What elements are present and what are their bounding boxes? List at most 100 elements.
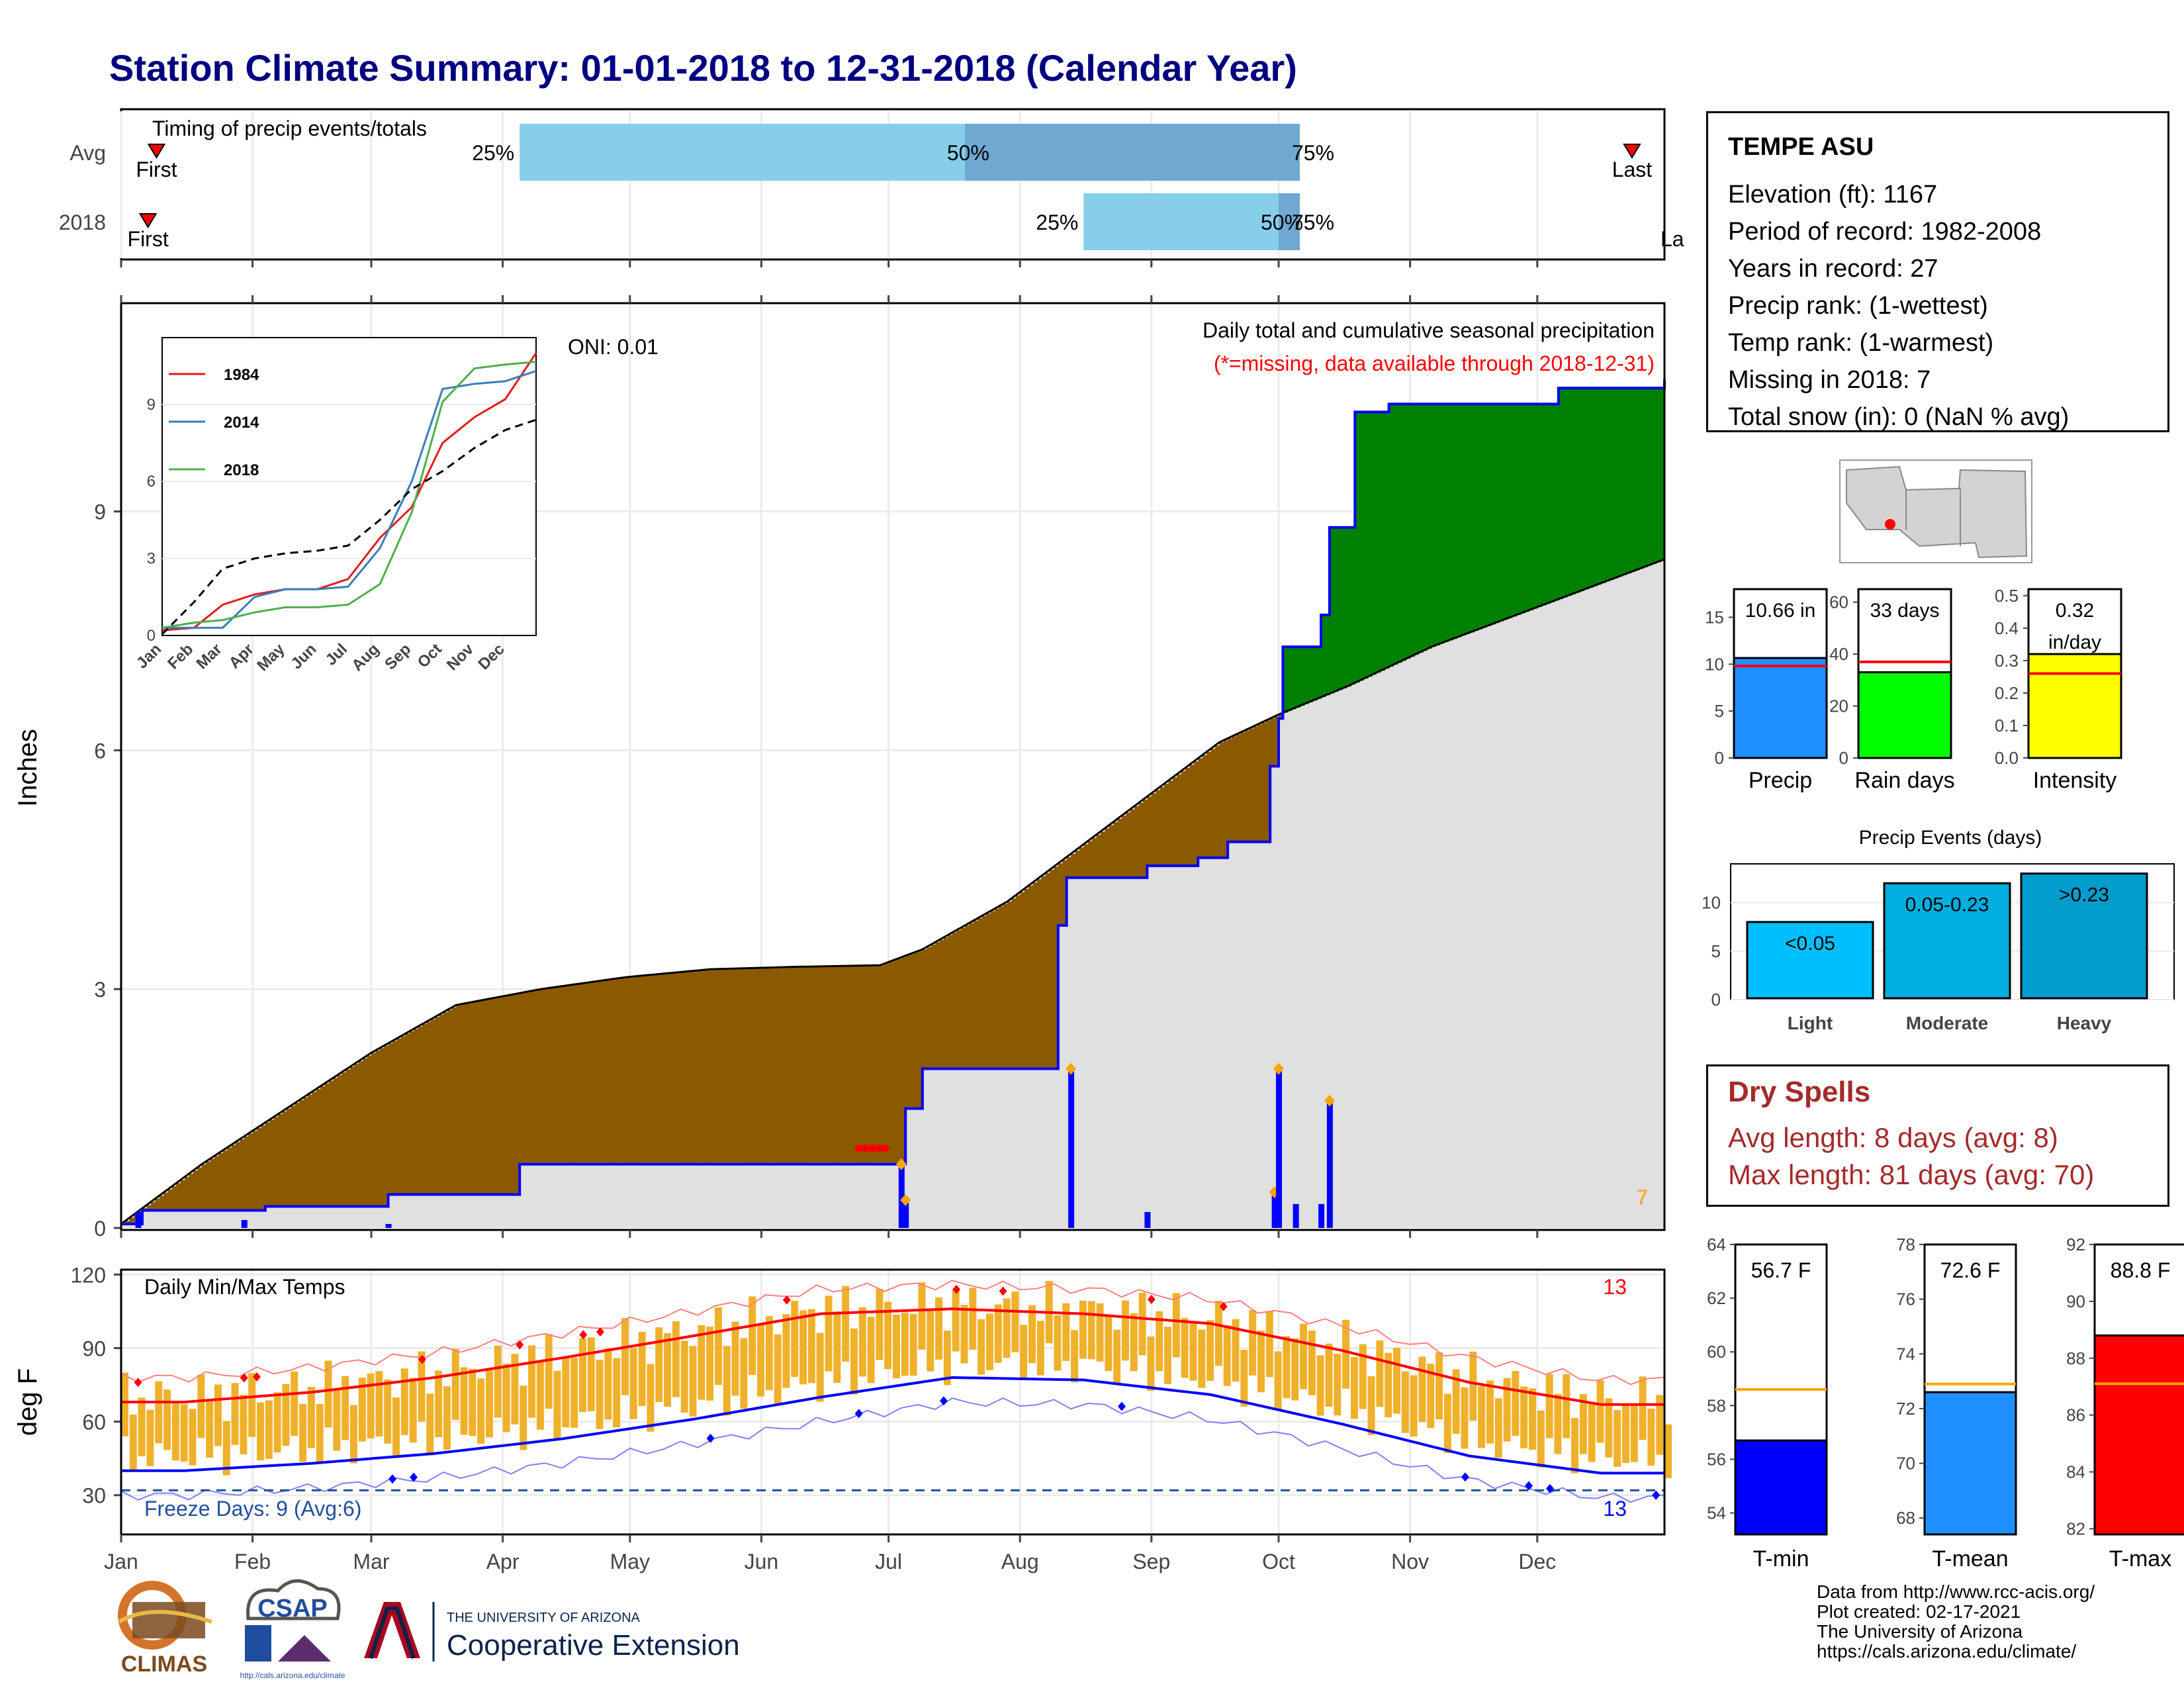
precip-deficit-area (714, 968, 720, 1164)
precip-surplus-area (1524, 404, 1529, 612)
daily-temp-bar (1588, 1403, 1596, 1462)
precip-deficit-area (927, 947, 932, 1069)
daily-temp-bar (1427, 1364, 1435, 1429)
precip-surplus-area (1520, 404, 1525, 614)
daily-temp-bar (1656, 1395, 1664, 1455)
precip-deficit-area (698, 970, 703, 1164)
timing-p75-label: 75% (1292, 141, 1334, 165)
precip-deficit-area (693, 970, 699, 1164)
summary-bar-tick-label: 0.1 (1995, 716, 2019, 735)
precip-deficit-area (749, 968, 754, 1164)
heavy-event-marker (1324, 1094, 1335, 1107)
precip-deficit-area (515, 994, 521, 1195)
temp-panel: 30 60 90 120 deg F Daily Min/Max Temps 13 1… (13, 1263, 1672, 1536)
precip-deficit-area (371, 1053, 377, 1207)
precip-deficit-area (231, 1145, 236, 1211)
daily-temp-bar (1350, 1357, 1358, 1419)
temp-summary-tick-label: 72 (1896, 1399, 1915, 1419)
precip-deficit-area (197, 1167, 203, 1211)
precip-deficit-area (935, 942, 940, 1069)
precip-deficit-area (345, 1069, 351, 1207)
precip-deficit-area (1113, 821, 1118, 878)
daily-temp-bar (485, 1370, 493, 1438)
precip-deficit-area (799, 966, 805, 1164)
precip-surplus-area (1558, 388, 1564, 599)
precip-deficit-area (379, 1048, 385, 1207)
timing-p25-label: 25% (472, 141, 514, 165)
precip-deficit-area (880, 965, 885, 1164)
precip-deficit-area (1160, 786, 1165, 866)
inset-series-line-2014 (162, 370, 537, 629)
precip-surplus-area (1385, 412, 1390, 669)
credits: Data from http://www.rcc-acis.org/ Plot … (1817, 1582, 2095, 1662)
precip-deficit-area (782, 967, 788, 1164)
precip-deficit-area (960, 927, 966, 1069)
precip-deficit-area (545, 988, 550, 1164)
precip-deficit-area (320, 1086, 326, 1207)
precip-deficit-area (1130, 809, 1135, 878)
page-title: Station Climate Summary: 01-01-2018 to 1… (109, 47, 1297, 89)
precip-deficit-area (490, 998, 495, 1195)
month-tick-label: Mar (353, 1550, 389, 1573)
precip-surplus-area (1605, 388, 1610, 582)
precip-deficit-area (557, 986, 563, 1164)
precip-deficit-area (994, 908, 999, 1069)
heavy-event-marker (895, 1158, 907, 1170)
missing-data-marker (874, 1144, 883, 1152)
temp-summary-value: 88.8 F (2111, 1258, 2171, 1282)
precip-deficit-area (1079, 847, 1085, 878)
daily-temp-bar (511, 1354, 519, 1425)
record-high-marker (253, 1372, 261, 1382)
daily-temp-bar (570, 1358, 578, 1428)
climas-logo: CLIMAS (118, 1581, 212, 1677)
precip-surplus-area (1588, 388, 1593, 588)
precip-deficit-area (1265, 720, 1271, 842)
temp-summary-tick-label: 82 (2066, 1519, 2085, 1538)
daily-temp-bar (197, 1374, 205, 1438)
precip-deficit-area (477, 1001, 482, 1195)
month-tick-label: Jan (104, 1550, 138, 1573)
precip-deficit-area (570, 984, 576, 1164)
daily-temp-bar (1528, 1388, 1536, 1450)
daily-temp-bar (782, 1314, 790, 1388)
precip-surplus-area (1494, 404, 1500, 624)
daily-temp-bar (248, 1373, 256, 1437)
precip-deficit-area (1028, 885, 1034, 1069)
precip-deficit-area (922, 949, 928, 1069)
precip-deficit-area (613, 978, 618, 1164)
precip-deficit-area (252, 1131, 257, 1211)
precip-events-bar-label: Light (1788, 1013, 1833, 1033)
precip-deficit-area (171, 1186, 177, 1211)
record-high-marker (999, 1286, 1007, 1296)
missing-data-marker (881, 1144, 889, 1152)
daily-temp-bar (884, 1301, 892, 1370)
precip-deficit-area (541, 989, 546, 1164)
precip-deficit-area (375, 1050, 381, 1207)
daily-precip-bar (903, 1199, 909, 1228)
precip-deficit-area (193, 1170, 199, 1211)
daily-temp-bar (749, 1296, 756, 1376)
station-temp-rank: Temp rank: (1-warmest) (1728, 329, 1994, 357)
daily-precip-bar (1068, 1068, 1075, 1228)
summary-bar-value (1733, 657, 1828, 759)
daily-temp-bar (799, 1310, 807, 1385)
precip-surplus-area (1630, 388, 1635, 573)
precip-deficit-area (969, 923, 974, 1069)
daily-temp-bar (893, 1314, 900, 1379)
daily-precip-bar (1271, 1192, 1278, 1228)
precip-deficit-area (333, 1078, 338, 1207)
precip-deficit-area (435, 1017, 440, 1195)
precip-deficit-area (795, 966, 800, 1164)
timing-bar-50-75 (964, 124, 1300, 181)
daily-temp-bar (451, 1348, 459, 1420)
daily-temp-bar (536, 1360, 544, 1430)
coopext-text: Cooperative Extension (447, 1629, 740, 1662)
summary-bar-tick-label: 0 (1839, 748, 1848, 768)
record-high-marker (952, 1284, 961, 1294)
daily-temp-bar (1316, 1355, 1324, 1416)
precip-surplus-area (1439, 404, 1445, 644)
precip-surplus-area (1355, 412, 1360, 683)
precip-surplus-area (1392, 404, 1398, 665)
precip-deficit-area (659, 974, 664, 1164)
